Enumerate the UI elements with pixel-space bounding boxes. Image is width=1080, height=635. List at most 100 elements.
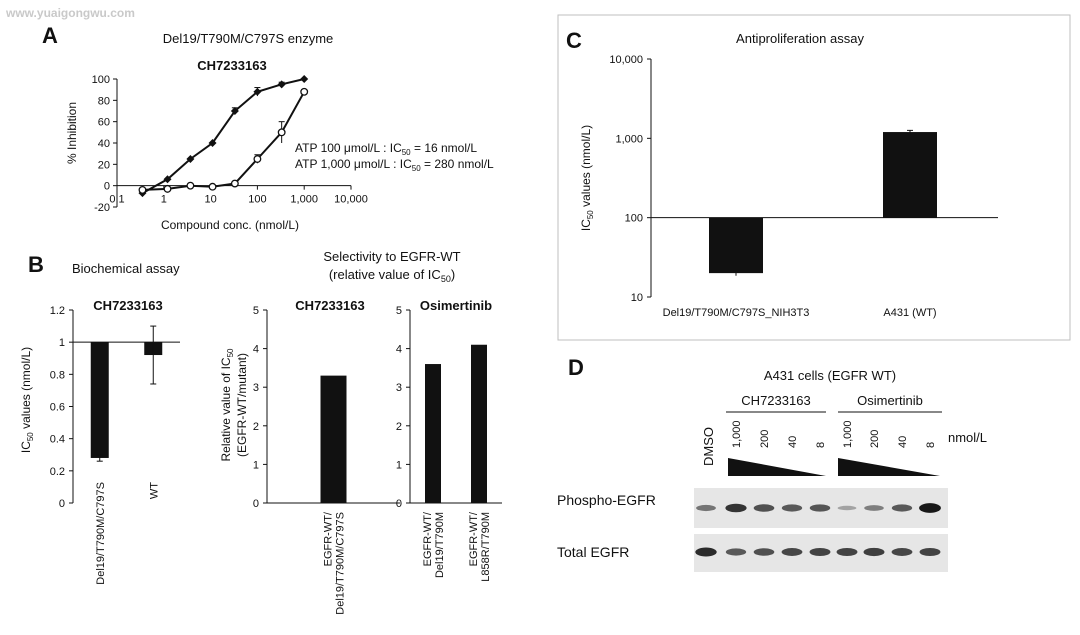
panel-a-series-line-1 xyxy=(142,78,305,194)
panel-a-point-open xyxy=(138,185,147,194)
b2-chart-ytick-label: 1 xyxy=(253,459,259,471)
panel-d-band xyxy=(725,548,747,556)
b3-chart-bar xyxy=(471,344,487,503)
panel-a-point-open xyxy=(277,128,286,137)
panel-c-ylabel: IC50 values (nmol/L) xyxy=(579,125,595,231)
panel-a-point-filled xyxy=(253,87,262,96)
panel-a-point-filled xyxy=(186,155,195,163)
panel-b2-ylabel-1: Relative value of IC50 xyxy=(219,348,235,462)
panel-d-concentration-label: 1,000 xyxy=(842,420,854,448)
panel-a-xlabel: Compound conc. (nmol/L) xyxy=(161,218,299,232)
panel-a-letter: A xyxy=(42,23,58,48)
panel-b-letter: B xyxy=(28,252,44,277)
panel-d-wedge-1 xyxy=(728,458,826,476)
b3-chart-category-label: EGFR-WT/ xyxy=(468,511,480,566)
panel-b1-subtitle: CH7233163 xyxy=(93,298,162,313)
panel-a-xtick-label: 1 xyxy=(161,194,167,206)
b2-chart-ytick-label: 2 xyxy=(253,421,259,433)
panel-a-point-open xyxy=(208,182,217,191)
b2-chart-ytick-label: 3 xyxy=(253,382,259,394)
panel-d-band xyxy=(863,547,885,557)
panel-c-ytick-label: 10 xyxy=(631,292,643,304)
panel-d-band xyxy=(753,548,775,556)
panel-b3-subtitle: Osimertinib xyxy=(420,298,492,313)
panel-a-ytick-label: 20 xyxy=(98,159,110,171)
b1-chart-ytick-label: 1 xyxy=(59,337,65,349)
panel-a-subtitle: CH7233163 xyxy=(197,58,266,73)
b3-chart-category-label: Del19/T790M xyxy=(434,512,446,578)
panel-a: A Del19/T790M/C797S enzyme CH7233163 % I… xyxy=(42,23,494,232)
panel-d-band xyxy=(809,504,831,512)
b3-chart-category-label: L858R/T790M xyxy=(480,512,492,582)
panel-d-band xyxy=(781,504,803,512)
b3-chart-ytick-label: 4 xyxy=(396,344,402,356)
panel-a-point-filled xyxy=(300,75,309,83)
panel-c-border xyxy=(557,14,1071,341)
panel-b2-subtitle: CH7233163 xyxy=(295,298,364,313)
panel-c-letter: C xyxy=(566,28,582,53)
panel-c-chart: 10 100 1,000 10,000 Del19/T790M/C797S_NIH3T3… xyxy=(609,54,998,319)
b3-chart-bar xyxy=(425,364,441,503)
panel-c-category-label: Del19/T790M/C797S_NIH3T3 xyxy=(663,307,810,319)
panel-b1-chart: 0 0.2 0.4 0.6 0.8 1 1.2 Del19/T790M/C797S WT xyxy=(50,305,180,585)
panel-a-point-filled xyxy=(277,80,286,89)
panel-a-point-filled xyxy=(163,175,172,184)
panel-a-ytick-label: 80 xyxy=(98,95,110,107)
panel-d-group-1: CH7233163 xyxy=(741,393,810,408)
panel-d-concentration-label: 1,000 xyxy=(731,420,743,448)
panel-c-ytick-label: 1,000 xyxy=(615,133,643,145)
panel-d-concentration-label: 40 xyxy=(897,436,909,448)
panel-d-band xyxy=(725,503,747,513)
panel-a-xtick-label: 1,000 xyxy=(290,194,318,206)
panel-c-bar xyxy=(709,217,763,274)
b1-chart-ytick-label: 0.4 xyxy=(50,434,65,446)
panel-b2-header-1: Selectivity to EGFR-WT xyxy=(323,249,460,264)
b2-chart-bar xyxy=(320,375,347,503)
b1-chart-ytick-label: 0.6 xyxy=(50,402,65,414)
panel-a-xtick-label: 10,000 xyxy=(334,194,368,206)
panel-d-band xyxy=(753,504,775,512)
b3-chart-ytick-label: 0 xyxy=(396,498,402,510)
b1-chart-ytick-label: 0.2 xyxy=(50,466,65,478)
panel-b: B Biochemical assay CH7233163 IC50 value… xyxy=(19,249,502,615)
b1-chart-category-label: Del19/T790M/C797S xyxy=(95,482,107,585)
b2-chart-category-label: Del19/T790M/C797S xyxy=(335,512,347,615)
watermark: www.yuaigongwu.com xyxy=(5,6,135,20)
panel-d-wedge-2 xyxy=(838,458,940,476)
panel-d-control: DMSO xyxy=(701,427,716,466)
panel-a-ytick-label: 0 xyxy=(104,181,110,193)
b2-chart-ytick-label: 0 xyxy=(253,498,259,510)
panel-a-series-line-2 xyxy=(142,91,306,191)
b1-chart-ytick-label: 1.2 xyxy=(50,305,65,317)
panel-a-ytick-label: -20 xyxy=(94,202,110,214)
panel-c-bar xyxy=(883,132,937,218)
b3-chart-ytick-label: 1 xyxy=(396,459,402,471)
panel-d-band xyxy=(781,548,803,556)
panel-c-category-label: A431 (WT) xyxy=(883,307,936,319)
panel-d-band xyxy=(919,503,941,513)
b2-chart-category-label: EGFR-WT/ xyxy=(323,511,335,566)
b3-chart-ytick-label: 5 xyxy=(396,305,402,317)
panel-d-band xyxy=(919,547,941,557)
panel-d-concentration-label: 8 xyxy=(925,442,937,448)
panel-d-concentrations: 1,000 200 40 8 1,000 200 40 8 xyxy=(731,420,937,448)
panel-d-group-2: Osimertinib xyxy=(857,393,923,408)
panel-b1-title: Biochemical assay xyxy=(72,261,180,276)
panel-b2-ylabel-2: (EGFR-WT/mutant) xyxy=(235,353,249,457)
panel-a-ytick-label: 60 xyxy=(98,117,110,129)
panel-d-concentration-label: 200 xyxy=(869,430,881,448)
panel-a-title: Del19/T790M/C797S enzyme xyxy=(163,31,334,46)
panel-a-point-open xyxy=(186,181,195,190)
panel-d-band xyxy=(836,547,858,557)
panel-d: D A431 cells (EGFR WT) CH7233163 Osimert… xyxy=(557,355,987,572)
panel-a-point-open xyxy=(163,184,172,193)
panel-a-series xyxy=(138,75,309,198)
b1-chart-ytick-label: 0.8 xyxy=(50,369,65,381)
panel-b2-chart: 0 1 2 3 4 5 EGFR-WT/Del19/T790M/C797S xyxy=(253,305,400,615)
panel-d-band xyxy=(837,505,857,511)
panel-a-point-open xyxy=(300,87,309,96)
panel-b1-ylabel: IC50 values (nmol/L) xyxy=(19,347,35,453)
panel-b2-header-2: (relative value of IC50) xyxy=(329,267,455,284)
